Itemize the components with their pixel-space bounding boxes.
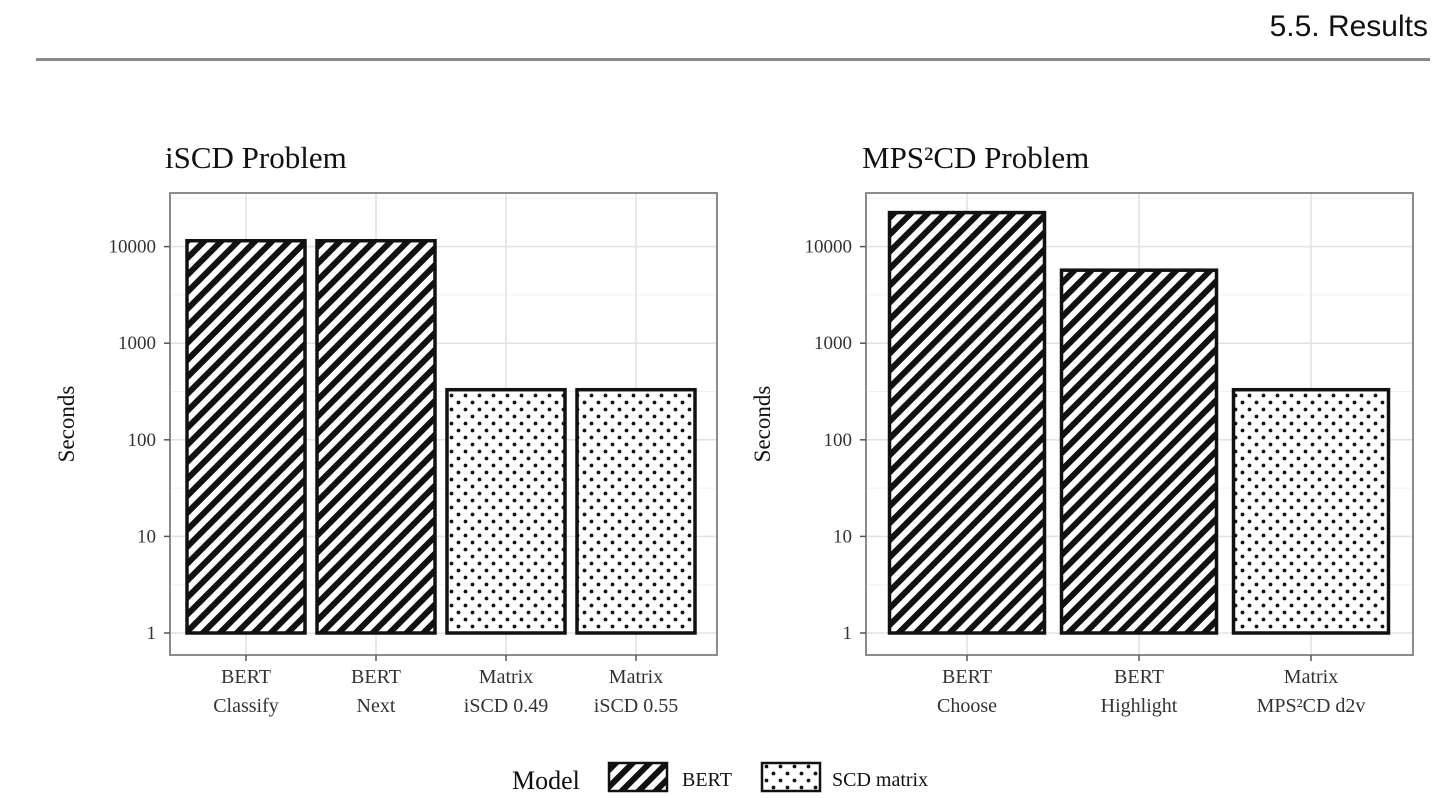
y-tick-label: 1000: [814, 333, 852, 354]
page-header: 5.5. Results: [36, 0, 1430, 61]
y-tick-label: 10: [833, 526, 852, 547]
y-axis-label: Seconds: [750, 386, 775, 463]
y-tick-label: 100: [128, 430, 157, 451]
x-tick-label-line2: Highlight: [1101, 695, 1178, 717]
x-tick-label-line2: MPS²CD d2v: [1257, 695, 1366, 717]
x-tick-label-line2: Choose: [937, 695, 997, 717]
legend-title: Model: [512, 766, 580, 795]
y-tick-label: 1: [843, 623, 853, 644]
y-tick-label: 10: [137, 526, 156, 547]
y-axis-label: Seconds: [54, 386, 79, 463]
x-tick-label-line1: Matrix: [479, 666, 533, 688]
x-tick-label-line1: BERT: [351, 666, 401, 688]
x-tick-label-line2: iSCD 0.55: [594, 695, 678, 717]
x-tick-label-line1: Matrix: [1284, 666, 1338, 688]
y-tick-label: 10000: [109, 237, 157, 258]
y-tick-label: 1000: [118, 333, 156, 354]
x-tick-label-line1: BERT: [942, 666, 992, 688]
chart-title: MPS²CD Problem: [862, 140, 1089, 175]
chart-title: iSCD Problem: [165, 140, 347, 175]
bar-scd-matrix: [1231, 387, 1391, 635]
x-tick-label-line1: BERT: [1114, 666, 1164, 688]
legend-label: SCD matrix: [832, 769, 928, 791]
legend: Model BERT SCD matrix: [512, 761, 928, 795]
legend-label: BERT: [682, 769, 732, 791]
x-tick-label-line1: Matrix: [609, 666, 663, 688]
bar-scd-matrix: [575, 387, 697, 635]
x-tick-label-line2: iSCD 0.49: [464, 695, 548, 717]
y-tick-label: 1: [147, 623, 157, 644]
bar-bert: [315, 238, 437, 635]
bar-scd-matrix: [445, 387, 567, 635]
legend-key-dots: [760, 761, 822, 793]
bar-bert: [185, 238, 307, 635]
panel-border: [169, 192, 718, 656]
section-heading: 5.5. Results: [1269, 10, 1428, 43]
bar-bert: [887, 210, 1047, 635]
chart-panel-iscd: 1 10 100 1000 10000 BERT Classify BERT Next Matri…: [54, 140, 718, 717]
x-tick-label-line2: Classify: [213, 695, 279, 717]
y-tick-label: 100: [824, 430, 853, 451]
y-tick-label: 10000: [805, 237, 853, 258]
x-tick-label-line1: BERT: [221, 666, 271, 688]
chart-panel-mps2cd: 1 10 100 1000 10000 BERT Choose BERT Highlight Ma…: [750, 140, 1414, 717]
x-tick-label-line2: Next: [357, 695, 396, 717]
bar-bert: [1059, 268, 1219, 635]
legend-key-stripes: [607, 761, 669, 793]
